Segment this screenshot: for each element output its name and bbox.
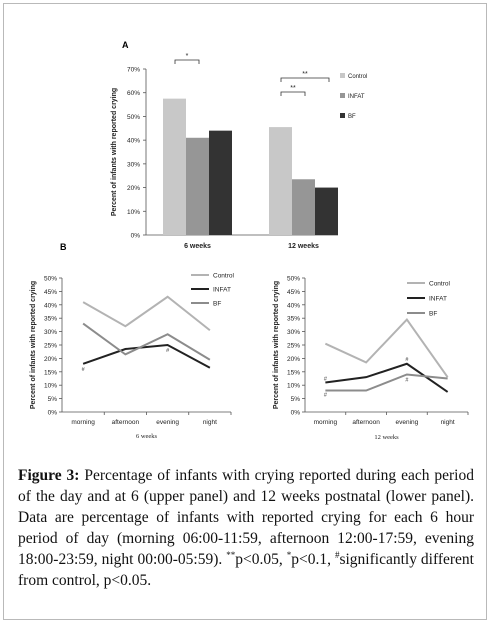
y-axis-title: Percent of infants with reported crying: [111, 88, 118, 216]
series-line: [82, 322, 211, 361]
series-line: [82, 343, 211, 369]
significance-marker: #: [324, 393, 328, 399]
panel-label-a: A: [122, 40, 129, 50]
y-tick-label: 40%: [127, 138, 140, 145]
y-tick-label: 50%: [44, 276, 57, 283]
y-tick-label: 15%: [287, 369, 300, 376]
x-tick-label: night: [441, 419, 455, 426]
y-tick-label: 40%: [287, 302, 300, 309]
significance-bracket: [174, 59, 200, 64]
bar: [209, 130, 232, 235]
legend-label: BF: [348, 114, 356, 120]
y-tick-label: 25%: [287, 343, 300, 350]
bar-chart-panel-a: 0% 10% 20% 30% 40% 50% 60% 70% Percent of infant…: [111, 53, 367, 250]
series-line: [324, 317, 449, 378]
x-tick-label: evening: [156, 419, 179, 426]
caption-sup-2: *: [286, 549, 292, 560]
x-axis-title: 6 weeks: [136, 433, 158, 440]
y-tick-label: 30%: [44, 329, 57, 336]
bar: [292, 179, 315, 235]
bar: [315, 187, 338, 235]
y-tick-label: 30%: [287, 329, 300, 336]
x-category-label: 12 weeks: [288, 243, 319, 250]
significance-bracket: [280, 91, 306, 96]
legend-label: INFAT: [348, 94, 365, 100]
line-chart-6-weeks: 0% 5% 10% 15% 20% 25% 30% 35% 40% 45% 50% Percent o…: [30, 273, 235, 441]
legend-label: INFAT: [213, 287, 231, 294]
significance-bracket: [280, 77, 330, 82]
y-tick-label: 0%: [131, 233, 141, 240]
figure-caption: Figure 3: Percentage of infants with cry…: [18, 465, 474, 591]
legend-label: Control: [429, 281, 451, 288]
x-tick-label: morning: [314, 419, 338, 426]
y-tick-label: 0%: [291, 410, 301, 417]
series-line: [82, 295, 211, 332]
x-category-label: 6 weeks: [184, 243, 211, 250]
y-tick-label: 20%: [287, 356, 300, 363]
series-line: [325, 362, 449, 393]
y-axis-title: Percent of infants with reported crying: [30, 281, 37, 409]
legend-label: BF: [429, 311, 437, 318]
figure-frame: [3, 3, 487, 620]
significance-marker: #: [405, 377, 409, 383]
caption-text-1: Percentage of infants with crying report…: [18, 467, 474, 568]
bar: [163, 98, 186, 236]
caption-text-3: p<0.1,: [291, 551, 335, 568]
y-tick-label: 50%: [287, 276, 300, 283]
y-tick-label: 25%: [44, 343, 57, 350]
significance-marker: #: [166, 348, 170, 354]
significance-marker: **: [302, 71, 308, 78]
y-tick-label: 10%: [287, 383, 300, 390]
y-axis-title: Percent of infants with reported crying: [273, 281, 280, 409]
y-tick-label: 5%: [48, 396, 58, 403]
series-line: [325, 373, 448, 392]
significance-marker: #: [82, 367, 86, 373]
significance-marker: #: [405, 357, 409, 363]
y-tick-label: 0%: [48, 410, 58, 417]
x-tick-label: afternoon: [112, 419, 140, 426]
caption-text-2: p<0.05,: [235, 551, 287, 568]
y-tick-label: 20%: [44, 356, 57, 363]
panel-label-b: B: [60, 242, 67, 252]
caption-sup-3: #: [334, 549, 340, 560]
legend-label: INFAT: [429, 296, 447, 303]
x-axis-title: 12 weeks: [374, 434, 399, 441]
significance-marker: *: [186, 53, 189, 60]
line-chart-12-weeks: 0% 5% 10% 15% 20% 25% 30% 35% 40% 45% 50% Percent o…: [273, 276, 469, 441]
y-tick-label: 40%: [44, 302, 57, 309]
significance-marker: #: [324, 377, 328, 383]
y-tick-label: 45%: [44, 289, 57, 296]
y-tick-label: 45%: [287, 289, 300, 296]
x-tick-label: evening: [395, 419, 418, 426]
legend-label: BF: [213, 301, 221, 308]
y-tick-label: 15%: [44, 369, 57, 376]
y-tick-label: 5%: [291, 396, 301, 403]
y-tick-label: 60%: [127, 90, 140, 97]
bar: [269, 127, 292, 235]
x-tick-label: night: [203, 419, 217, 426]
significance-marker: **: [290, 85, 296, 92]
y-tick-label: 20%: [127, 185, 140, 192]
y-tick-label: 70%: [127, 67, 140, 74]
legend-swatch: [340, 73, 345, 78]
legend-label: Control: [348, 74, 367, 80]
x-tick-label: afternoon: [352, 419, 380, 426]
y-tick-label: 50%: [127, 114, 140, 121]
legend-label: Control: [213, 273, 235, 280]
caption-label: Figure 3:: [18, 467, 80, 484]
y-tick-label: 10%: [44, 383, 57, 390]
caption-text-4: significantly different from control, p<…: [18, 551, 474, 589]
x-tick-label: morning: [71, 419, 95, 426]
bar: [186, 137, 209, 235]
caption-sup-1: **: [226, 549, 236, 560]
y-tick-label: 30%: [127, 161, 140, 168]
legend-swatch: [340, 113, 345, 118]
figure-charts: A B 0% 10% 20% 30% 40% 50% 60% 70% Percent of in…: [30, 40, 469, 441]
y-tick-label: 10%: [127, 209, 140, 216]
y-tick-label: 35%: [44, 316, 57, 323]
y-tick-label: 35%: [287, 316, 300, 323]
legend-swatch: [340, 93, 345, 98]
